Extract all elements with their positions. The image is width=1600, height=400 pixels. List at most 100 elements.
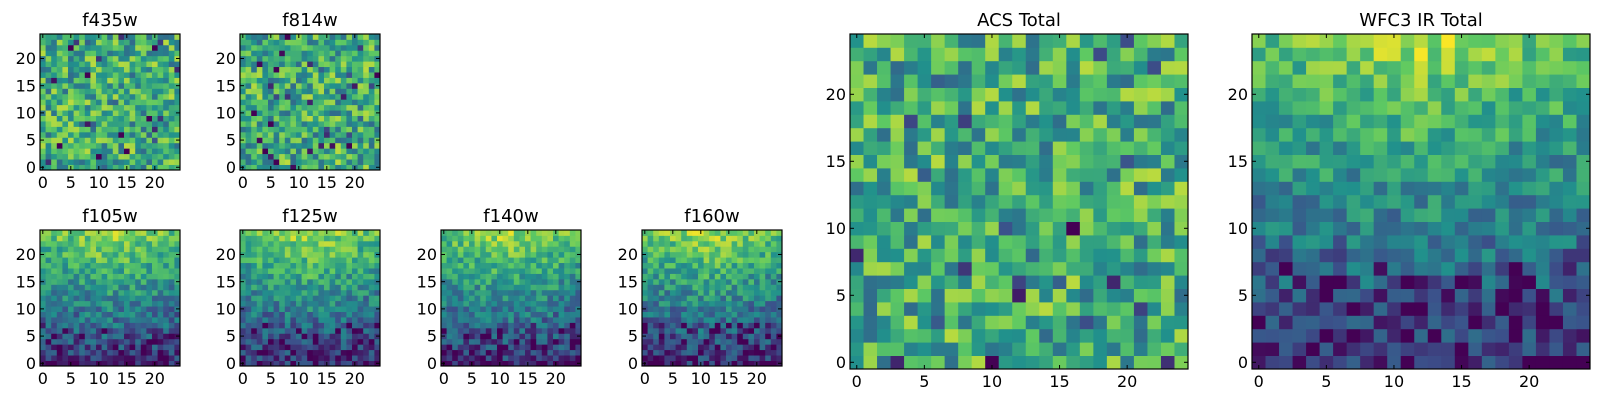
heatmap-cell [245,137,252,144]
heatmap-cell [273,137,280,144]
heatmap-cell [1052,221,1067,236]
heatmap-cell [68,333,74,340]
heatmap-cell [357,278,364,285]
heatmap-cell [944,235,959,249]
heatmap-cell [96,349,102,356]
heatmap-cell [51,284,58,291]
heatmap-cell [284,126,291,133]
heatmap-cell [931,47,946,62]
heatmap-cell [135,148,142,155]
heatmap-cell [279,131,286,138]
heatmap-cell [698,246,704,253]
heatmap-cell [998,34,1013,48]
heatmap-cell [346,251,353,258]
heatmap-cell [670,317,676,323]
heatmap-cell [558,295,565,302]
heatmap-cell [352,317,358,323]
heatmap-cell [352,273,358,280]
heatmap-cell [268,289,274,296]
heatmap-cell [519,230,526,236]
heatmap-cell [168,240,175,247]
heatmap-cell [1292,302,1307,316]
heatmap-cell [135,235,142,242]
heatmap-cell [335,77,342,84]
heatmap-cell [245,333,252,340]
heatmap-cell [118,338,125,345]
heatmap-cell [1025,221,1040,236]
heatmap-cell [1549,275,1564,289]
heatmap-cell [1174,168,1189,182]
heatmap-cell [726,311,732,318]
heatmap-cell [284,317,291,323]
heatmap-cell [675,235,682,242]
heatmap-cell [45,99,52,106]
heatmap-cell [352,322,358,329]
heatmap-cell [452,246,459,253]
heatmap-cell [726,251,732,258]
heatmap-cell [324,235,330,242]
heatmap-cell [307,311,314,318]
heatmap-cell [324,44,330,51]
heatmap-cell [374,235,381,242]
heatmap-cell [931,60,946,75]
heatmap-cell [273,289,280,296]
heatmap-cell [62,235,69,242]
heatmap-cell [502,289,509,296]
heatmap-cell [1454,328,1469,343]
heatmap-cell [971,114,986,129]
heatmap-cell [363,327,370,334]
heatmap-cell [340,262,347,269]
heatmap-cell [714,235,721,242]
heatmap-cell [374,355,381,361]
heatmap-cell [363,322,370,329]
heatmap-cell [307,295,314,302]
heatmap-cell [1079,261,1094,276]
heatmap-cell [118,66,125,73]
heatmap-cell [692,273,699,280]
heatmap-cell [240,289,246,296]
heatmap-cell [152,61,158,68]
heatmap-cell [692,306,699,312]
heatmap-cell [324,327,330,334]
heatmap-cell [96,268,102,274]
heatmap-cell [1481,208,1496,222]
heatmap-cell [1147,74,1162,88]
heatmap-cell [174,115,181,122]
heatmap-cell [363,142,370,149]
heatmap-cell [714,327,721,334]
heatmap-cell [340,99,347,106]
heatmap-cell [670,257,676,264]
heatmap-cell [290,82,297,89]
heatmap-cell [742,344,749,351]
heatmap-cell [1133,194,1148,209]
heatmap-cell [174,61,181,68]
heatmap-cell [692,284,699,291]
x-tick-label: 10 [89,369,109,388]
heatmap-cell [525,284,531,291]
heatmap-cell [1454,315,1469,330]
heatmap-cell [251,164,258,171]
heatmap-cell [1279,355,1293,370]
heatmap-cell [642,338,648,345]
heatmap-cell [346,235,353,242]
heatmap-cell [40,121,46,127]
x-tick-label: 5 [266,173,276,192]
heatmap-cell [446,284,453,291]
heatmap-cell [352,257,358,264]
heatmap-cell [502,300,509,307]
heatmap-cell [357,262,364,269]
heatmap-cell [1120,342,1135,356]
heatmap-cell [174,295,181,302]
heatmap-cell [480,284,487,291]
heatmap-cell [245,72,252,78]
heatmap-cell [96,317,102,323]
heatmap-cell [352,82,358,89]
heatmap-cell [1549,235,1564,249]
heatmap-cell [491,230,498,236]
heatmap-cell [1414,181,1429,196]
heatmap-cell [1346,154,1361,169]
heatmap-cell [530,278,537,285]
heatmap-cell [40,93,46,100]
heatmap-cell [307,82,314,89]
heatmap-cell [575,230,582,236]
